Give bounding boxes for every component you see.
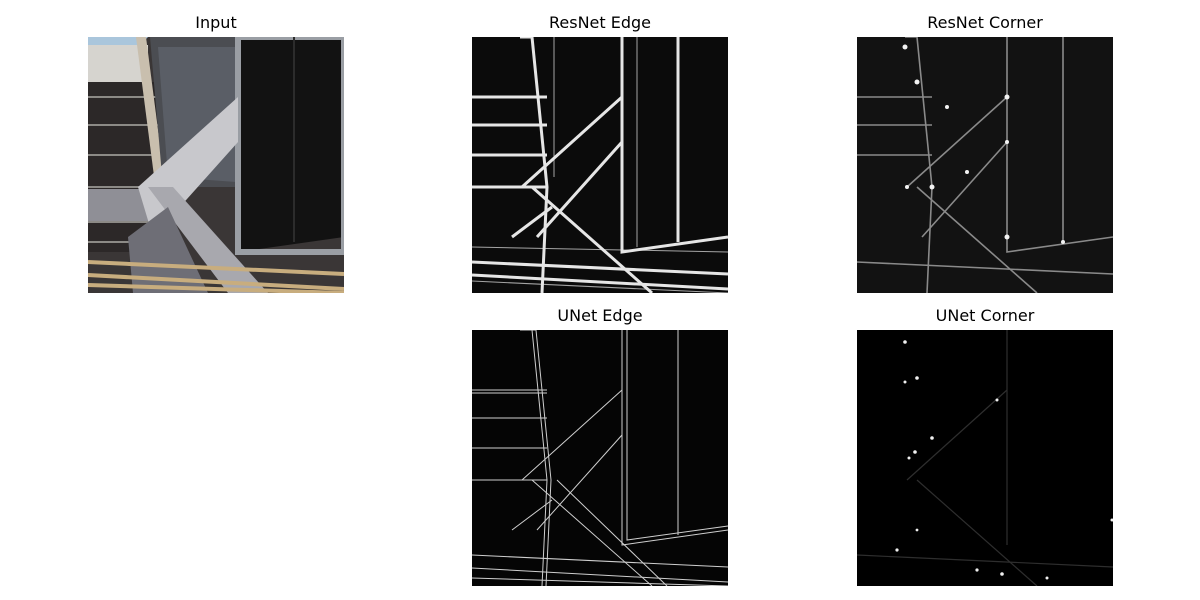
- panel-title-resnet-edge: ResNet Edge: [548, 13, 651, 32]
- panel-title-resnet-corner: ResNet Corner: [927, 13, 1043, 32]
- panel-title-unet-edge: UNet Edge: [557, 306, 643, 325]
- resnet-corner-map: [857, 37, 1113, 293]
- resnet-edge-map: [472, 37, 728, 293]
- unet-corner-map: [857, 330, 1113, 586]
- input-image: [88, 37, 344, 293]
- panel-title-unet-corner: UNet Corner: [935, 306, 1035, 325]
- unet-edge-map: [472, 330, 728, 586]
- panel-title-input: Input: [195, 13, 237, 32]
